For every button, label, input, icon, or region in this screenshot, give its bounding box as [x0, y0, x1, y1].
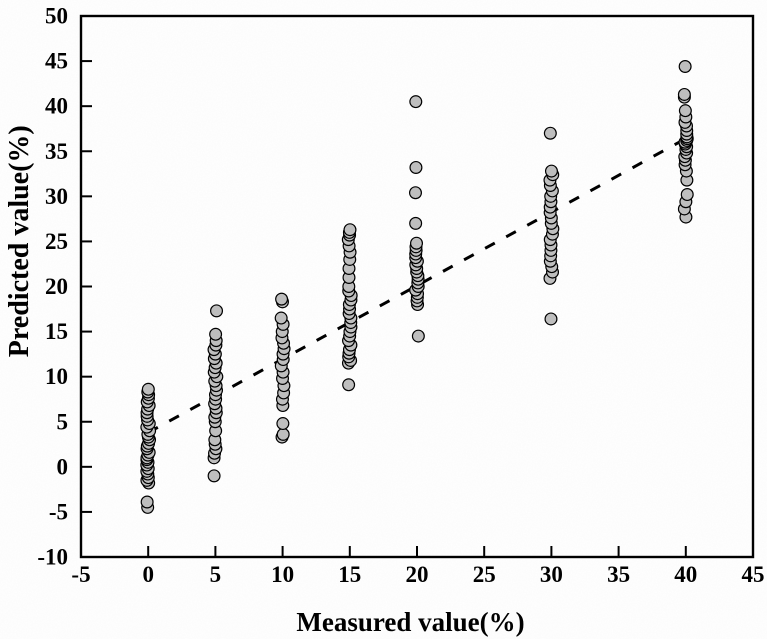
svg-text:Measured value(%): Measured value(%)	[296, 607, 524, 637]
svg-text:15: 15	[338, 562, 361, 587]
svg-text:5: 5	[210, 562, 222, 587]
svg-text:40: 40	[45, 94, 68, 119]
svg-text:25: 25	[45, 229, 68, 254]
svg-text:20: 20	[45, 274, 68, 299]
svg-text:15: 15	[45, 319, 68, 344]
svg-text:5: 5	[57, 409, 69, 434]
svg-text:20: 20	[406, 562, 429, 587]
svg-text:-10: -10	[37, 545, 68, 570]
svg-text:30: 30	[540, 562, 563, 587]
svg-text:50: 50	[45, 4, 68, 29]
svg-text:Predicted value(%): Predicted value(%)	[4, 125, 35, 357]
svg-text:35: 35	[607, 562, 630, 587]
svg-text:10: 10	[271, 562, 294, 587]
svg-text:35: 35	[45, 139, 68, 164]
svg-text:45: 45	[45, 49, 68, 74]
svg-text:-5: -5	[71, 562, 90, 587]
svg-text:25: 25	[473, 562, 496, 587]
svg-text:30: 30	[45, 184, 68, 209]
svg-text:10: 10	[45, 364, 68, 389]
svg-text:-5: -5	[49, 499, 68, 524]
svg-text:45: 45	[742, 562, 765, 587]
svg-text:0: 0	[57, 454, 69, 479]
svg-text:40: 40	[674, 562, 697, 587]
svg-text:0: 0	[142, 562, 154, 587]
